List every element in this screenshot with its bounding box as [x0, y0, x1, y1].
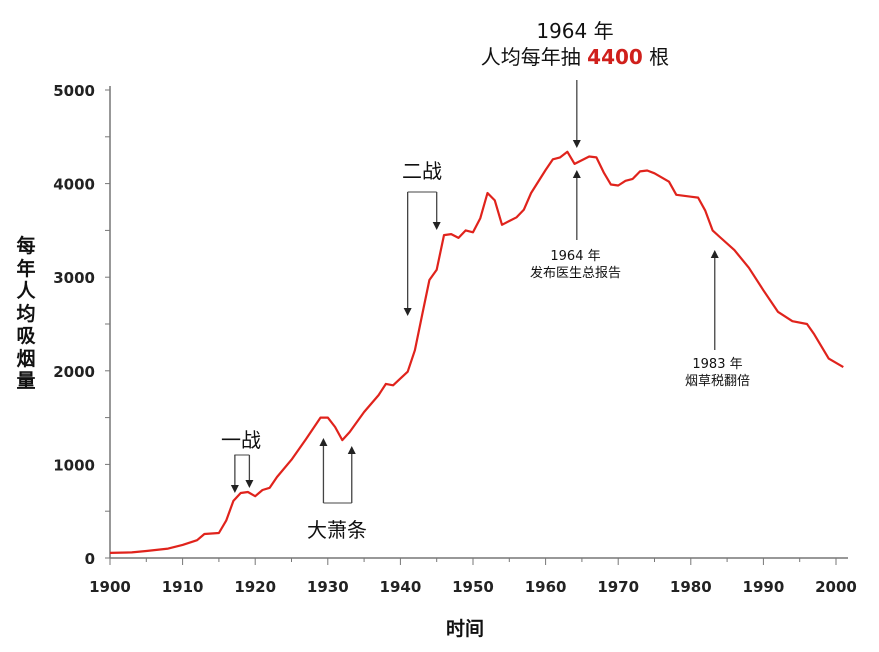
- annotation-depression: 大萧条: [307, 518, 367, 542]
- peak-text: 人均每年抽 4400 根: [480, 45, 670, 69]
- ww1-arrow-end-head: [245, 480, 254, 488]
- ww2-arrow-start-head: [403, 308, 412, 316]
- x-tick-label: 1920: [234, 578, 276, 596]
- x-tick-label: 1950: [452, 578, 494, 596]
- x-tick-label: 1940: [380, 578, 422, 596]
- y-tick-label: 4000: [53, 176, 95, 194]
- annotation-peak: 1964 年 人均每年抽 4400 根: [475, 18, 675, 70]
- y-tick-label: 1000: [53, 456, 95, 474]
- x-tick-label: 2000: [815, 578, 857, 596]
- x-tick-label: 1990: [743, 578, 785, 596]
- depression-arrow-end-head: [347, 446, 356, 454]
- x-tick-label: 1960: [525, 578, 567, 596]
- peak-year: 1964 年: [536, 19, 614, 43]
- x-tick-label: 1980: [670, 578, 712, 596]
- depression-arrow-start-head: [319, 438, 328, 446]
- x-axis-label: 时间: [446, 618, 485, 640]
- y-tick-label: 3000: [53, 269, 95, 287]
- annotation-report: 1964 年发布医生总报告: [529, 249, 621, 281]
- x-tick-label: 1910: [162, 578, 204, 596]
- y-tick-label: 0: [85, 550, 95, 568]
- peak-arrow-head: [572, 140, 581, 148]
- ww1-bracket: [234, 454, 250, 456]
- y-axis-label: 每年人均吸烟量: [16, 235, 36, 392]
- y-tick-label: 5000: [53, 82, 95, 100]
- report-arrow-head: [572, 170, 581, 178]
- x-tick-label: 1900: [89, 578, 131, 596]
- tax-arrow-head: [710, 250, 719, 258]
- data-line: [109, 150, 844, 554]
- annotation-ww2: 二战: [402, 159, 442, 183]
- annotation-ww1: 一战: [221, 428, 261, 452]
- peak-value: 4400: [587, 45, 643, 69]
- x-tick-label: 1930: [307, 578, 349, 596]
- x-tick-label: 1970: [597, 578, 639, 596]
- ww1-arrow-start-head: [230, 485, 239, 493]
- y-tick-label: 2000: [53, 363, 95, 381]
- annotation-tax: 1983 年烟草税翻倍: [684, 357, 750, 389]
- ww2-arrow-end-head: [432, 222, 441, 230]
